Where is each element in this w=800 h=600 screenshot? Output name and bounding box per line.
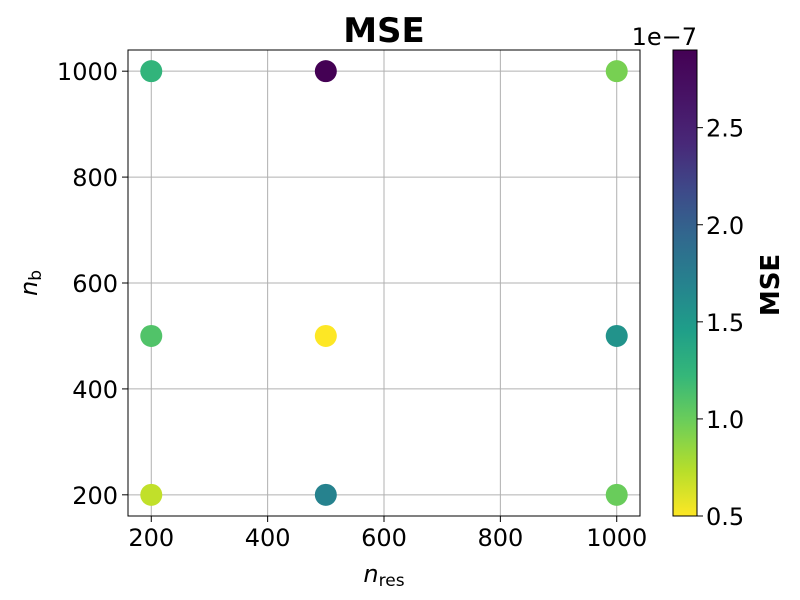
colorbar-ticks: 0.5 1.0 1.5 2.0 2.5 bbox=[697, 115, 744, 531]
y-axis-label-subscript: b bbox=[26, 270, 46, 281]
data-point bbox=[605, 60, 628, 83]
y-axis-ticks: 200 400 600 800 1000 bbox=[57, 58, 128, 510]
y-tick-label: 1000 bbox=[57, 58, 118, 86]
colorbar-tick-label: 0.5 bbox=[706, 503, 744, 531]
data-point bbox=[140, 324, 163, 347]
data-point bbox=[605, 483, 628, 506]
colorbar-tick-label: 1.5 bbox=[706, 309, 744, 337]
x-axis-label-subscript: res bbox=[379, 571, 405, 591]
x-axis-label: nres bbox=[363, 560, 404, 591]
y-tick-label: 400 bbox=[72, 376, 118, 404]
data-point bbox=[314, 60, 337, 83]
colorbar-multiplier: 1e−7 bbox=[632, 23, 697, 51]
data-point bbox=[140, 483, 163, 506]
data-point bbox=[314, 324, 337, 347]
y-axis-label: nb bbox=[15, 270, 46, 296]
x-tick-label: 800 bbox=[477, 524, 523, 552]
x-axis-ticks: 200 400 600 800 1000 bbox=[128, 516, 647, 552]
data-point bbox=[314, 483, 337, 506]
colorbar-tick-label: 2.5 bbox=[706, 115, 744, 143]
y-tick-label: 200 bbox=[72, 482, 118, 510]
y-axis-label-main: n bbox=[15, 281, 43, 296]
x-tick-label: 1000 bbox=[586, 524, 647, 552]
colorbar bbox=[672, 49, 698, 517]
data-point bbox=[140, 60, 163, 83]
y-tick-label: 800 bbox=[72, 164, 118, 192]
x-axis-label-main: n bbox=[363, 560, 378, 588]
y-tick-label: 600 bbox=[72, 270, 118, 298]
data-point bbox=[605, 324, 628, 347]
x-tick-label: 200 bbox=[128, 524, 174, 552]
colorbar-label: MSE bbox=[756, 254, 786, 316]
chart-title: MSE bbox=[343, 11, 425, 51]
data-points bbox=[140, 60, 628, 506]
x-tick-label: 600 bbox=[361, 524, 407, 552]
colorbar-tick-label: 2.0 bbox=[706, 212, 744, 240]
colorbar-tick-label: 1.0 bbox=[706, 406, 744, 434]
x-tick-label: 400 bbox=[245, 524, 291, 552]
grid-lines bbox=[128, 50, 640, 516]
